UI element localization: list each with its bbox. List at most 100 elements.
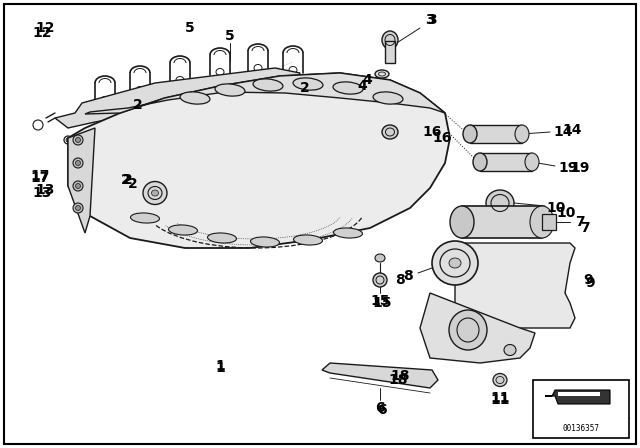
Text: 00136357: 00136357: [563, 423, 600, 432]
Ellipse shape: [160, 118, 190, 146]
Ellipse shape: [66, 138, 70, 142]
Text: 10: 10: [556, 206, 575, 220]
Text: 19: 19: [570, 161, 589, 175]
Ellipse shape: [450, 206, 474, 238]
Ellipse shape: [293, 78, 323, 90]
Ellipse shape: [382, 125, 398, 139]
Ellipse shape: [449, 258, 461, 268]
Bar: [533, 380, 629, 438]
Text: 6: 6: [377, 403, 387, 417]
Ellipse shape: [432, 241, 478, 285]
Ellipse shape: [76, 160, 81, 165]
Ellipse shape: [280, 100, 310, 128]
Text: 1: 1: [215, 361, 225, 375]
Text: 12: 12: [32, 26, 52, 40]
Text: 7: 7: [575, 215, 585, 229]
Ellipse shape: [294, 235, 323, 245]
Polygon shape: [55, 68, 300, 128]
Text: 1: 1: [215, 359, 225, 373]
Text: 3: 3: [427, 13, 437, 27]
Text: 16: 16: [432, 131, 451, 145]
Ellipse shape: [207, 233, 237, 243]
Text: 9: 9: [583, 273, 593, 287]
Ellipse shape: [143, 181, 167, 204]
Text: 13: 13: [32, 186, 52, 200]
Polygon shape: [545, 390, 610, 404]
Text: 8: 8: [403, 269, 413, 283]
Text: 11: 11: [490, 393, 509, 407]
Ellipse shape: [152, 190, 159, 196]
Ellipse shape: [215, 84, 245, 96]
Text: 12: 12: [35, 21, 55, 35]
Ellipse shape: [320, 142, 350, 170]
Ellipse shape: [333, 228, 362, 238]
Ellipse shape: [73, 135, 83, 145]
Bar: [480, 153, 532, 171]
Text: 14: 14: [553, 125, 573, 139]
Ellipse shape: [486, 190, 514, 216]
Text: 2: 2: [123, 173, 133, 187]
Text: 11: 11: [490, 391, 509, 405]
Ellipse shape: [200, 108, 230, 136]
Ellipse shape: [253, 79, 283, 91]
Bar: [462, 206, 542, 238]
Ellipse shape: [73, 158, 83, 168]
Ellipse shape: [504, 345, 516, 356]
Text: 17: 17: [30, 169, 50, 183]
Ellipse shape: [73, 203, 83, 213]
Ellipse shape: [463, 125, 477, 143]
Text: 17: 17: [30, 171, 50, 185]
Ellipse shape: [375, 254, 385, 262]
Text: 14: 14: [562, 123, 582, 137]
Text: 3: 3: [425, 13, 435, 27]
Ellipse shape: [283, 136, 313, 164]
Text: 4: 4: [362, 73, 372, 87]
Ellipse shape: [515, 125, 529, 143]
Ellipse shape: [207, 138, 237, 166]
Polygon shape: [68, 128, 95, 233]
Bar: [470, 125, 522, 143]
Text: 15: 15: [372, 296, 392, 310]
Polygon shape: [455, 243, 575, 328]
Polygon shape: [68, 73, 450, 248]
Ellipse shape: [373, 273, 387, 287]
Ellipse shape: [168, 225, 198, 235]
Text: 6: 6: [375, 401, 385, 415]
Ellipse shape: [493, 374, 507, 387]
Ellipse shape: [76, 206, 81, 211]
Ellipse shape: [357, 112, 387, 140]
Text: 2: 2: [128, 177, 138, 191]
Polygon shape: [558, 392, 600, 396]
Text: 5: 5: [185, 21, 195, 35]
Ellipse shape: [449, 310, 487, 350]
Text: 4: 4: [357, 79, 367, 93]
Ellipse shape: [320, 104, 350, 132]
Text: 13: 13: [35, 183, 54, 197]
Text: 16: 16: [422, 125, 442, 139]
Ellipse shape: [525, 153, 539, 171]
Text: 7: 7: [580, 221, 589, 235]
Text: 8: 8: [396, 273, 405, 287]
Ellipse shape: [373, 92, 403, 104]
Ellipse shape: [76, 138, 81, 142]
Text: 2: 2: [133, 98, 143, 112]
Ellipse shape: [173, 147, 203, 175]
Ellipse shape: [76, 184, 81, 189]
Ellipse shape: [131, 213, 159, 223]
Bar: [385, 41, 395, 63]
Ellipse shape: [473, 153, 487, 171]
Ellipse shape: [375, 70, 389, 78]
Bar: [542, 214, 556, 230]
Ellipse shape: [250, 237, 280, 247]
Text: 5: 5: [225, 29, 235, 43]
Text: 2: 2: [300, 81, 310, 95]
Polygon shape: [322, 363, 438, 388]
Text: 10: 10: [547, 201, 566, 215]
Ellipse shape: [240, 102, 270, 130]
Polygon shape: [85, 73, 445, 114]
Polygon shape: [420, 293, 535, 363]
Ellipse shape: [180, 92, 210, 104]
Text: 18: 18: [390, 369, 410, 383]
Ellipse shape: [333, 82, 363, 94]
Text: 18: 18: [388, 373, 408, 387]
